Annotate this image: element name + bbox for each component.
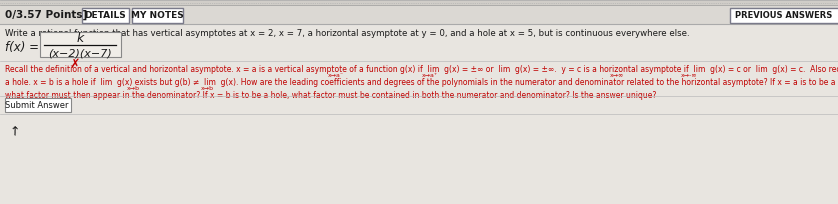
- FancyBboxPatch shape: [81, 8, 128, 23]
- Text: ✗: ✗: [70, 58, 80, 71]
- Text: DETAILS: DETAILS: [84, 11, 126, 20]
- Text: ↖: ↖: [5, 122, 21, 139]
- Text: Submit Answer: Submit Answer: [5, 101, 69, 110]
- Text: x→a⁻: x→a⁻: [328, 73, 344, 78]
- FancyBboxPatch shape: [132, 8, 183, 23]
- Text: (x−2)(x−7): (x−2)(x−7): [48, 48, 112, 58]
- Text: PREVIOUS ANSWERS: PREVIOUS ANSWERS: [736, 11, 833, 20]
- Bar: [0, 6, 838, 25]
- Text: 0/3.57 Points]: 0/3.57 Points]: [5, 10, 87, 20]
- Text: x→b: x→b: [200, 86, 214, 91]
- Text: Recall the definition of a vertical and horizontal asymptote. x = a is a vertica: Recall the definition of a vertical and …: [5, 65, 838, 74]
- Text: Write a rational function that has vertical asymptotes at x = 2, x = 7, a horizo: Write a rational function that has verti…: [5, 29, 690, 38]
- Bar: [0, 25, 838, 204]
- Text: what factor must then appear in the denominator? If x = b is to be a hole, what : what factor must then appear in the deno…: [5, 91, 656, 100]
- FancyBboxPatch shape: [730, 8, 838, 23]
- Text: x→a⁺: x→a⁺: [422, 73, 438, 78]
- Bar: [0, 0, 838, 6]
- FancyBboxPatch shape: [4, 98, 70, 112]
- Text: f(x) =: f(x) =: [5, 40, 39, 53]
- Text: MY NOTES: MY NOTES: [131, 11, 184, 20]
- Text: k: k: [76, 32, 84, 45]
- Text: x→b: x→b: [127, 86, 139, 91]
- FancyBboxPatch shape: [39, 32, 121, 57]
- Text: a hole. x = b is a hole if  lim  g(x) exists but g(b) ≠  lim  g(x). How are the : a hole. x = b is a hole if lim g(x) exis…: [5, 78, 838, 86]
- Text: x→-∞: x→-∞: [680, 73, 697, 78]
- Text: x→∞: x→∞: [610, 73, 624, 78]
